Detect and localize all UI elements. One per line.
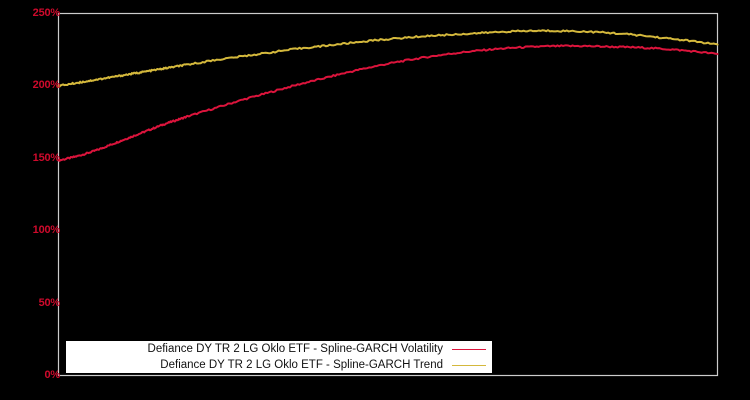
series-layer — [57, 29, 719, 162]
legend-line-swatch-volatility — [452, 348, 486, 350]
y-tick-label-250: 250% — [32, 7, 61, 19]
y-tick-label-100: 100% — [32, 224, 61, 237]
chart-legend: Defiance DY TR 2 LG Oklo ETF - Spline-GA… — [66, 341, 492, 373]
legend-label-volatility: Defiance DY TR 2 LG Oklo ETF - Spline-GA… — [147, 343, 443, 355]
legend-item-trend[interactable]: Defiance DY TR 2 LG Oklo ETF - Spline-GA… — [66, 357, 492, 373]
y-tick-label-200: 200% — [32, 79, 61, 92]
legend-label-trend: Defiance DY TR 2 LG Oklo ETF - Spline-GA… — [160, 359, 443, 371]
legend-item-volatility[interactable]: Defiance DY TR 2 LG Oklo ETF - Spline-GA… — [66, 341, 492, 357]
y-tick-label-50: 50% — [38, 296, 61, 309]
plot-area-frame — [57, 12, 719, 377]
legend-line-swatch-trend — [452, 364, 486, 366]
series-line-volatility — [57, 44, 719, 162]
y-tick-label-0: 0% — [44, 369, 61, 381]
series-line-trend — [57, 29, 719, 88]
y-tick-label-150: 150% — [32, 151, 61, 164]
